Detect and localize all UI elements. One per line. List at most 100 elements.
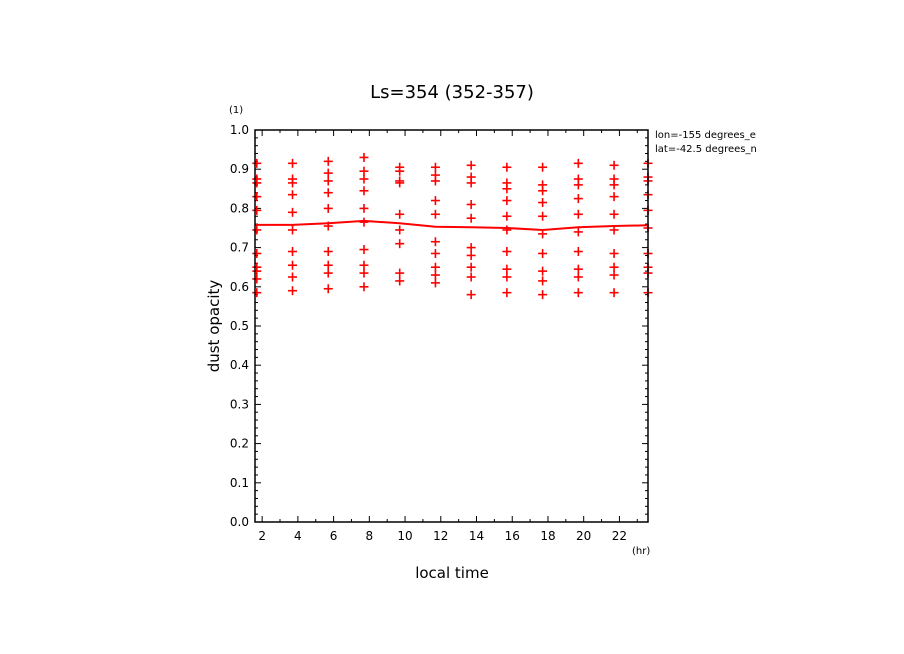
x-tick-label: 16 [505, 529, 520, 543]
x-tick-label: 8 [366, 529, 374, 543]
x-tick-label: 4 [294, 529, 302, 543]
data-point [323, 203, 333, 213]
data-point [288, 178, 298, 188]
data-point [288, 158, 298, 168]
data-point [502, 162, 512, 172]
data-point [288, 260, 298, 270]
data-point [466, 178, 476, 188]
data-point [466, 262, 476, 272]
data-point [502, 196, 512, 206]
y-axis-label: dust opacity [205, 280, 223, 373]
data-point [502, 211, 512, 221]
data-point [573, 264, 583, 274]
data-point [288, 225, 298, 235]
data-point [395, 166, 405, 176]
data-point [359, 152, 369, 162]
data-point [430, 209, 440, 219]
data-point [538, 266, 548, 276]
data-point [323, 168, 333, 178]
data-point [323, 176, 333, 186]
data-point [609, 192, 619, 202]
annotation-lon: lon=-155 degrees_e [655, 130, 756, 141]
data-point [466, 160, 476, 170]
x-tick-label: 12 [433, 529, 448, 543]
x-tick-label: 18 [540, 529, 555, 543]
data-point [502, 184, 512, 194]
data-point [359, 245, 369, 255]
x-tick-label: 2 [258, 529, 266, 543]
data-point [252, 288, 262, 298]
data-point [502, 288, 512, 298]
data-point [323, 247, 333, 257]
x-tick-label: 10 [397, 529, 412, 543]
data-point [609, 262, 619, 272]
x-tick-label: 6 [330, 529, 338, 543]
data-point [466, 272, 476, 282]
data-point [609, 270, 619, 280]
axis-ticks: 0.0 0.1 0.2 0.3 0.4 0.5 0.6 0.7 0.8 0.9 1.0 2 4 6 8 10 1… [230, 123, 648, 543]
data-point [609, 180, 619, 190]
y-tick-label: 1.0 [230, 123, 249, 137]
x-unit-label: (hr) [632, 546, 650, 557]
data-point [288, 190, 298, 200]
data-point [573, 227, 583, 237]
data-point [288, 272, 298, 282]
chart-title: Ls=354 (352-357) [370, 82, 534, 103]
x-tick-label: 22 [612, 529, 627, 543]
data-point [395, 178, 405, 188]
data-point [573, 272, 583, 282]
data-point [359, 174, 369, 184]
data-point [323, 268, 333, 278]
data-point [252, 192, 262, 202]
data-point [430, 176, 440, 186]
y-tick-label: 0.5 [230, 319, 249, 333]
data-point [430, 162, 440, 172]
y-tick-label: 0.1 [230, 476, 249, 490]
data-point [538, 290, 548, 300]
data-point [502, 264, 512, 274]
y-unit-label: (1) [229, 105, 243, 116]
data-point [323, 260, 333, 270]
data-point [395, 276, 405, 286]
data-point [430, 262, 440, 272]
data-point [538, 248, 548, 258]
y-tick-label: 0.4 [230, 358, 249, 372]
data-point [609, 160, 619, 170]
data-point [466, 199, 476, 209]
data-point [359, 282, 369, 292]
data-point [395, 268, 405, 278]
data-point [538, 211, 548, 221]
y-tick-label: 0.9 [230, 162, 249, 176]
data-point [323, 188, 333, 198]
data-point [466, 250, 476, 260]
data-point [502, 247, 512, 257]
y-tick-label: 0.0 [230, 515, 249, 529]
mean-line [255, 219, 649, 232]
data-point [252, 266, 262, 276]
data-point [359, 166, 369, 176]
x-axis-label: local time [415, 564, 489, 582]
data-point [252, 248, 262, 258]
data-point [430, 278, 440, 288]
data-point [609, 248, 619, 258]
y-tick-label: 0.3 [230, 397, 249, 411]
data-point [359, 268, 369, 278]
data-point [609, 288, 619, 298]
data-point [538, 198, 548, 208]
plot-frame [254, 129, 649, 523]
data-point [288, 207, 298, 217]
annotation-lat: lat=-42.5 degrees_n [655, 144, 757, 155]
data-point [430, 237, 440, 247]
data-point [288, 247, 298, 257]
data-point [466, 290, 476, 300]
data-point [395, 239, 405, 249]
data-point [395, 225, 405, 235]
data-point [430, 270, 440, 280]
data-point [288, 286, 298, 296]
y-tick-label: 0.7 [230, 241, 249, 255]
data-point [502, 272, 512, 282]
x-tick-label: 14 [469, 529, 484, 543]
data-point [573, 209, 583, 219]
data-point [573, 158, 583, 168]
